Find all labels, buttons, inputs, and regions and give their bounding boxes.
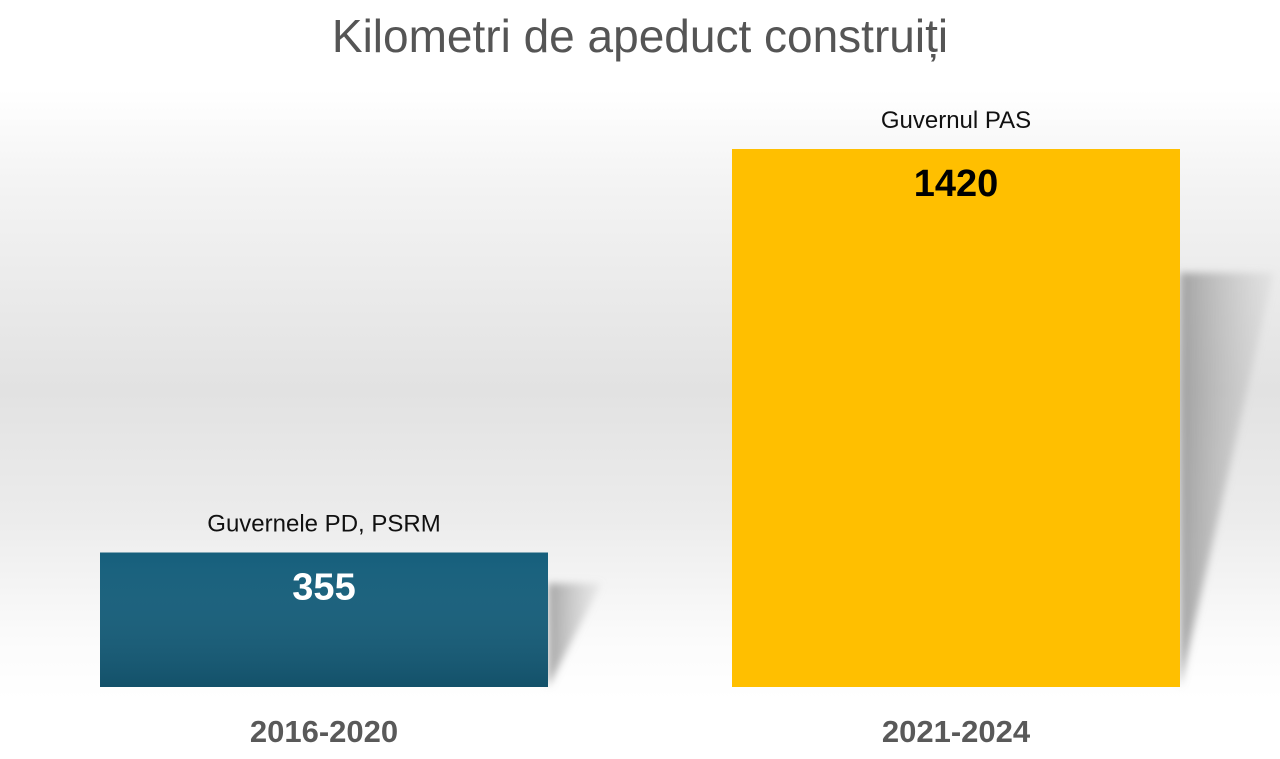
x-category-label: 2021-2024 (882, 714, 1031, 749)
bar-group-label: Guvernul PAS (881, 107, 1031, 134)
bar-value-label: 1420 (914, 163, 999, 205)
bar-group-label: Guvernele PD, PSRM (207, 511, 440, 538)
bar (732, 149, 1180, 687)
x-category-label: 2016-2020 (250, 714, 398, 749)
bar-shadow (1180, 272, 1274, 687)
chart-title: Kilometri de apeduct construiți (331, 10, 949, 62)
bar-value-label: 355 (292, 567, 355, 609)
bar-shadow (548, 583, 602, 687)
bar-shading (100, 552, 548, 687)
